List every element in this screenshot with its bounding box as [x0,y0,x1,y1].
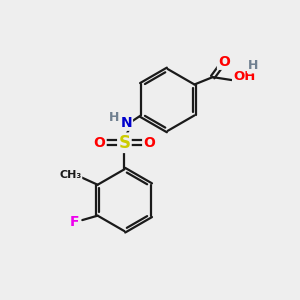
Text: OH: OH [233,70,255,83]
Text: O: O [94,136,106,150]
Text: N: N [120,116,132,130]
Text: O: O [218,55,230,69]
Text: S: S [118,134,130,152]
Text: H: H [109,111,120,124]
Text: O: O [143,136,155,150]
Text: CH₃: CH₃ [59,170,81,180]
Text: H: H [248,59,258,72]
Text: F: F [70,214,80,229]
